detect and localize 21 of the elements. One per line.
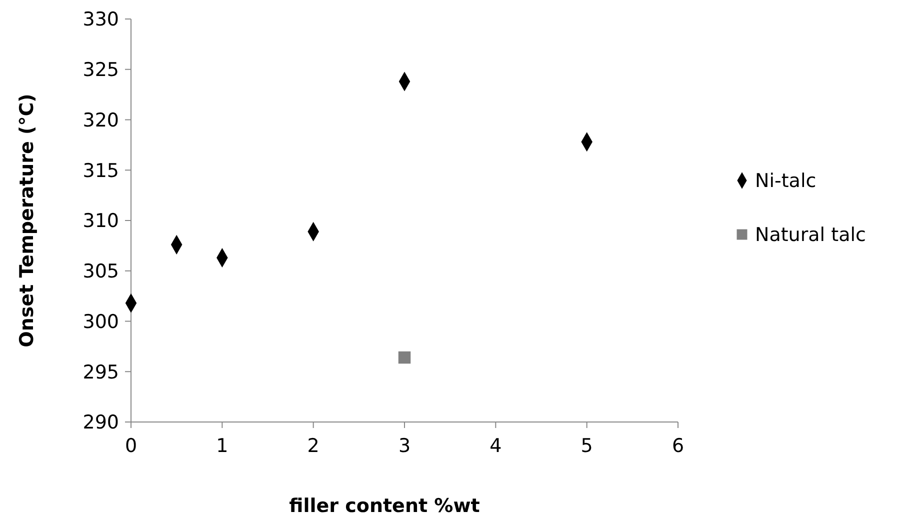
- y-tick-label: 295: [82, 361, 119, 384]
- y-tick-label: 320: [82, 109, 119, 132]
- y-tick-label: 290: [82, 412, 119, 434]
- y-tick-label: 325: [82, 59, 119, 82]
- x-tick-label: 3: [398, 435, 411, 457]
- x-tick-label: 4: [490, 435, 502, 457]
- y-tick-label: 330: [82, 8, 119, 31]
- x-tick-label: 6: [672, 435, 684, 457]
- legend-label: Natural talc: [755, 224, 866, 246]
- x-tick-label: 2: [307, 435, 320, 457]
- x-tick-label: 0: [124, 435, 138, 457]
- y-tick-label: 315: [82, 160, 119, 182]
- y-tick-label: 305: [82, 260, 119, 283]
- x-tick-label: 1: [216, 435, 228, 457]
- x-axis-title: filler content %wt: [289, 495, 480, 517]
- y-axis-title: Onset Temperature (°C): [16, 94, 38, 348]
- y-tick-label: 300: [82, 310, 119, 333]
- y-tick-label: 310: [82, 210, 119, 232]
- x-tick-label: 5: [580, 435, 593, 457]
- point: [398, 351, 411, 364]
- legend-label: Ni-talc: [755, 170, 816, 192]
